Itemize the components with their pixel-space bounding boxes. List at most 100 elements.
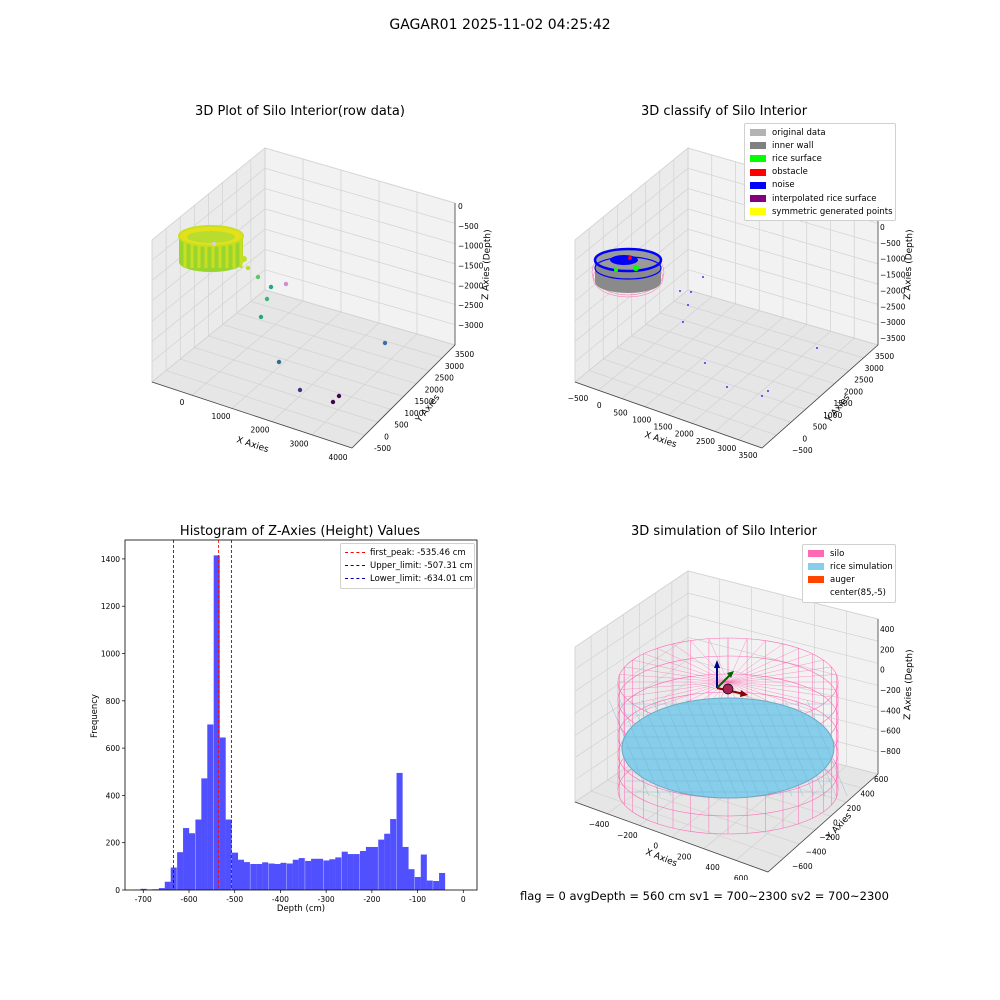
legend-item-first-peak: first_peak: -535.46 cm — [341, 546, 474, 559]
silo-roof-spoke — [727, 648, 799, 683]
plot4-ticks: −400 −200 0 200 400 600 −600 −400 −200 0 200 400 600… — [589, 625, 901, 880]
grid-line — [151, 208, 456, 302]
x-axis-line — [574, 801, 769, 873]
y-tick: 2500 — [435, 374, 454, 383]
x-tick: 600 — [734, 874, 749, 880]
histogram-bar — [201, 778, 208, 890]
silo-roof-spoke — [708, 638, 729, 683]
histogram-bar — [274, 863, 281, 890]
grid-line — [151, 147, 456, 241]
plot1-points — [245, 265, 388, 405]
y-axis-line — [761, 344, 879, 449]
noise-point — [767, 390, 769, 392]
histogram-bar — [286, 863, 293, 890]
z-tick: −2500 — [880, 302, 906, 311]
legend-item-rice-surface: rice surface — [745, 152, 895, 165]
data-point — [245, 265, 251, 271]
histogram-bar — [268, 863, 275, 890]
x-tick: −500 — [568, 394, 589, 403]
z-tick: −600 — [880, 727, 901, 736]
histogram-bar — [262, 862, 269, 890]
histogram-bar — [298, 858, 305, 890]
y-tick-label: 600 — [106, 744, 121, 753]
y-tick: −400 — [806, 848, 827, 857]
y-tick-label: 1200 — [101, 602, 120, 611]
silo-roof-spoke — [624, 681, 729, 698]
plot2-silo-ring — [591, 247, 818, 397]
z-tick: −1000 — [458, 242, 484, 251]
y-tick: 2500 — [854, 376, 873, 385]
z-tick: −1000 — [880, 255, 906, 264]
legend-item-interpolated: interpolated rice surface — [745, 192, 895, 205]
silo-roof-spoke — [727, 659, 824, 683]
grid-line — [574, 614, 879, 692]
x-tick-label: -300 — [318, 895, 335, 904]
legend-swatch — [750, 142, 766, 150]
grid-line — [574, 289, 879, 383]
plot2-3d-axes: −5000500100015002000250030003500−5000500… — [568, 146, 915, 460]
noise-point — [704, 362, 706, 364]
histogram-bar — [390, 819, 397, 890]
plot3-histogram: -700 -600 -500 -400 -300 -200 -100 0 0 200 400 600 8… — [90, 539, 478, 914]
silo-roof-spoke — [619, 681, 729, 690]
histogram-bar — [183, 828, 190, 890]
z-tick: −500 — [880, 239, 901, 248]
legend-item-inner-wall: inner wall — [745, 139, 895, 152]
auger-arrow — [727, 671, 734, 678]
inner-wall-bottom — [595, 271, 661, 293]
noise-point — [761, 395, 763, 397]
y-tick: −500 — [792, 446, 813, 455]
histogram-bar — [439, 872, 446, 890]
grid-line — [151, 289, 456, 383]
x-tick: 3000 — [289, 439, 308, 448]
legend-item-symmetric: symmetric generated points — [745, 205, 895, 218]
y-tick: 1500 — [834, 399, 853, 408]
x-tick: 0 — [597, 401, 602, 410]
x-tick: 500 — [613, 408, 628, 417]
x-tick: 2000 — [675, 430, 694, 439]
x-tick: 3500 — [738, 451, 757, 460]
x-tick-label: -400 — [272, 895, 289, 904]
y-tick: 2000 — [844, 387, 863, 396]
auger-axis-y — [716, 673, 732, 689]
x-tick-label: -200 — [363, 895, 380, 904]
histogram-bar — [207, 724, 214, 890]
x-tick: −200 — [617, 831, 638, 840]
ring-debris — [212, 242, 216, 246]
silo-roof-spoke — [727, 640, 766, 683]
silo-roof-spoke — [643, 681, 729, 711]
silo-roof-spoke — [632, 681, 729, 705]
z-tick: −3000 — [880, 318, 906, 327]
data-point — [268, 284, 274, 290]
z-tick: −400 — [880, 706, 901, 715]
plot3-title: Histogram of Z-Axies (Height) Values — [179, 524, 421, 539]
y-tick-label: 1000 — [101, 650, 120, 659]
legend-swatch — [750, 195, 766, 203]
legend-swatch — [750, 168, 766, 176]
noise-cluster — [610, 255, 638, 265]
y-tick: 3500 — [875, 352, 894, 361]
histogram-bar — [317, 858, 324, 890]
y-tick: −200 — [819, 833, 840, 842]
plot4-rice-surface — [608, 697, 848, 799]
x-tick: −400 — [589, 820, 610, 829]
histogram-bar — [219, 737, 226, 890]
histogram-bar — [408, 869, 415, 890]
grid-line — [574, 592, 879, 670]
legend-swatch — [750, 155, 766, 163]
histogram-bar — [280, 862, 287, 890]
silo-roof-spoke — [727, 643, 784, 683]
legend-swatch — [808, 576, 824, 584]
x-tick: 400 — [705, 863, 720, 872]
histogram-bar — [170, 867, 177, 890]
histogram-bar — [414, 876, 421, 890]
data-point — [330, 399, 336, 405]
histogram-bar — [402, 846, 409, 890]
x-tick: 0 — [180, 398, 185, 407]
histogram-bar — [158, 888, 165, 890]
plot4-legend: silo rice simulation auger center(85,-5) — [802, 544, 896, 603]
legend-item-upper-limit: Upper_limit: -507.31 cm — [341, 559, 474, 572]
x-tick-label: 0 — [461, 895, 466, 904]
y-axis-line — [351, 344, 456, 449]
legend-line — [345, 552, 365, 554]
